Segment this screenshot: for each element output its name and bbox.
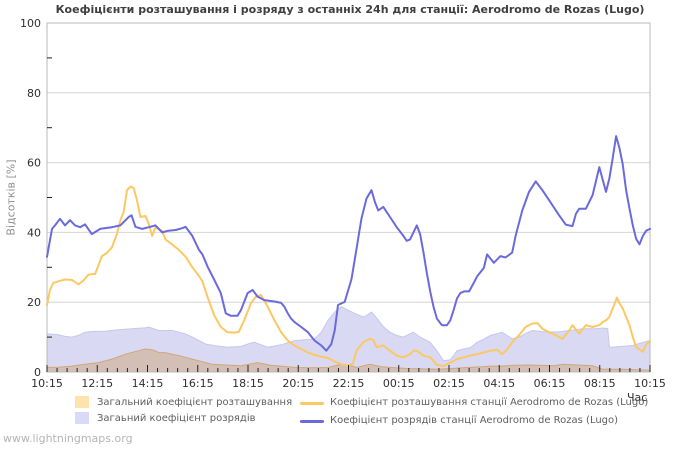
legend-label-general-location: Загальний коефіцієнт розташування bbox=[97, 397, 293, 408]
x-tick-label: 18:15 bbox=[232, 377, 264, 390]
legend-label-station-discharge: Коефіцієнт розрядів станції Aerodromo de… bbox=[330, 415, 619, 426]
area-border-general-discharge bbox=[47, 306, 651, 362]
legend-line-station-location bbox=[300, 402, 324, 405]
x-tick-label: 04:15 bbox=[483, 377, 515, 390]
area-border-general-location bbox=[46, 348, 651, 371]
y-tick-label: 0 bbox=[34, 366, 41, 379]
y-tick-label: 20 bbox=[27, 296, 41, 309]
chart-title: Коефіцієнти розташування і розряду з ост… bbox=[55, 3, 645, 16]
legend-label-station-location: Коефіцієнт розташування станції Aerodrom… bbox=[330, 397, 649, 408]
x-tick-label: 00:15 bbox=[383, 377, 415, 390]
y-tick-label: 80 bbox=[27, 87, 41, 100]
legend-label-general-discharge: Загаьний коефіцієнт розрядів bbox=[97, 413, 256, 424]
x-tick-label: 12:15 bbox=[81, 377, 113, 390]
x-tick-label: 20:15 bbox=[282, 377, 314, 390]
legend-line-station-discharge bbox=[300, 420, 324, 423]
x-tick-label: 10:15 bbox=[31, 377, 63, 390]
line-station-discharge bbox=[46, 135, 651, 352]
x-axis-time-label: Час bbox=[627, 391, 648, 404]
x-tick-label: 10:15 bbox=[634, 377, 666, 390]
legend-swatch-general-location bbox=[75, 396, 89, 408]
y-tick-label: 40 bbox=[27, 226, 41, 239]
x-tick-label: 14:15 bbox=[132, 377, 164, 390]
x-tick-label: 08:15 bbox=[584, 377, 616, 390]
area-general-discharge bbox=[47, 306, 650, 372]
x-tick-label: 22:15 bbox=[333, 377, 365, 390]
site-watermark: www.lightningmaps.org bbox=[3, 432, 133, 445]
x-tick-label: 16:15 bbox=[182, 377, 214, 390]
x-tick-label: 06:15 bbox=[534, 377, 566, 390]
y-tick-label: 60 bbox=[27, 157, 41, 170]
legend-swatch-general-discharge bbox=[75, 412, 89, 424]
line-station-location bbox=[46, 185, 651, 368]
x-tick-label: 02:15 bbox=[433, 377, 465, 390]
y-tick-label: 100 bbox=[20, 17, 41, 30]
